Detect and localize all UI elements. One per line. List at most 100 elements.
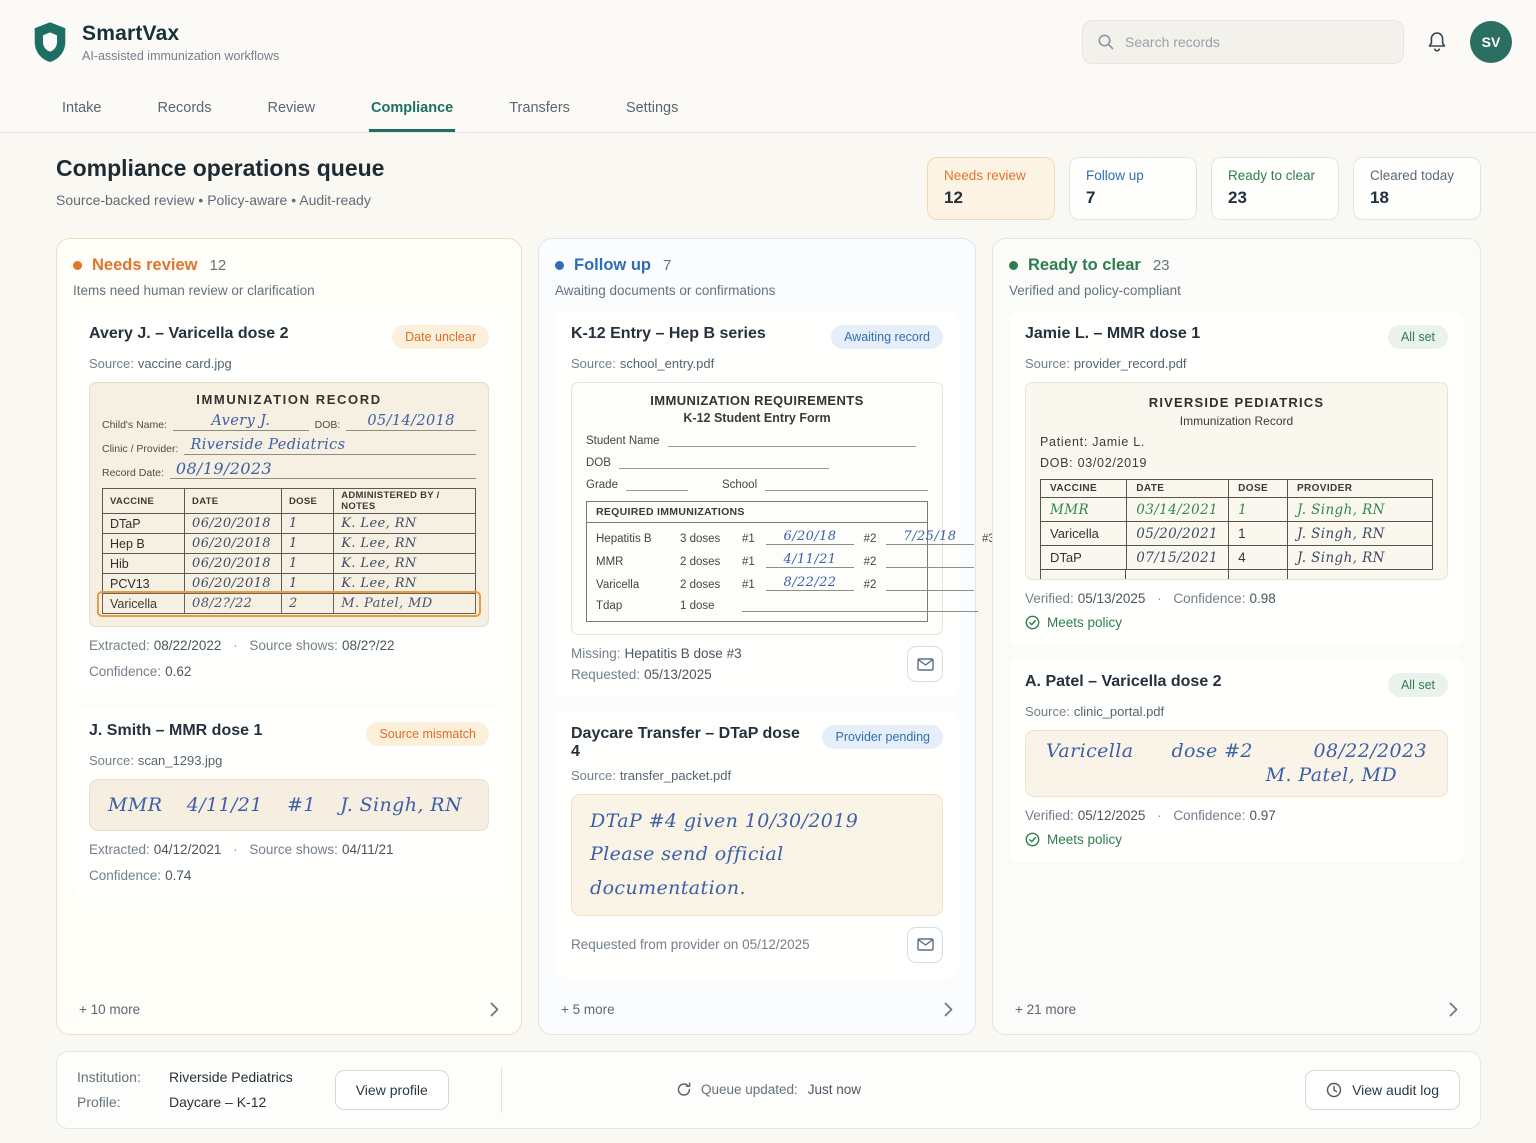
column-title: Ready to clear [1028, 256, 1141, 274]
queue-card-jsmith[interactable]: J. Smith – MMR dose 1 Source mismatch So… [73, 708, 505, 898]
column-count: 7 [662, 257, 672, 274]
chevron-right-icon [490, 1002, 499, 1017]
queue-updated-status: Queue updated: Just now [676, 1082, 861, 1097]
more-items-needs-review[interactable]: + 10 more [73, 992, 505, 1021]
top-bar: SmartVax AI-assisted immunization workfl… [0, 0, 1536, 84]
handwritten-note: DTaP #4 given 10/30/2019 Please send off… [571, 794, 943, 916]
clock-icon [1326, 1082, 1342, 1098]
cut-off-table-edge [1040, 570, 1433, 579]
search-icon [1097, 33, 1115, 51]
handwritten-strip: MMR 4/11/21 #1 J. Singh, RN [89, 779, 489, 831]
card-title: Daycare Transfer – DTaP dose 4 [571, 725, 800, 760]
page-subtitle: Source-backed review • Policy-aware • Au… [56, 192, 371, 208]
refresh-icon [676, 1082, 691, 1097]
handwritten-note: Varicella dose #2 08/22/2023 M. Patel, M… [1025, 730, 1448, 797]
view-profile-button[interactable]: View profile [334, 1069, 449, 1110]
stat-needs-review[interactable]: Needs review 12 [927, 157, 1055, 220]
stat-value: 12 [944, 188, 963, 207]
check-circle-icon [1025, 615, 1040, 630]
send-email-button[interactable] [907, 646, 943, 682]
column-subtitle: Items need human review or clarification [73, 283, 315, 298]
queue-card-avery[interactable]: Avery J. – Varicella dose 2 Date unclear… [73, 311, 505, 694]
stat-label: Needs review [944, 168, 1026, 183]
confidence-meta: Confidence: 0.62 [89, 664, 192, 679]
column-ready-to-clear: Ready to clear 23 Verified and policy-co… [992, 238, 1481, 1035]
tab-intake[interactable]: Intake [62, 100, 102, 116]
stat-label: Follow up [1086, 168, 1144, 183]
verification-meta: Verified: 05/12/2025 · Confidence: 0.97 [1025, 808, 1276, 823]
doc-title: IMMUNIZATION REQUIREMENTS [650, 393, 864, 408]
tab-records[interactable]: Records [157, 100, 212, 116]
immunization-record-facsimile: IMMUNIZATION RECORD Child's Name: Avery … [89, 382, 489, 627]
status-badge: Provider pending [822, 725, 943, 749]
stat-follow-up[interactable]: Follow up 7 [1069, 157, 1197, 220]
send-email-button[interactable] [907, 926, 943, 963]
tab-settings[interactable]: Settings [625, 100, 679, 116]
extraction-meta: Extracted: 04/12/2021 · Source shows: 04/1… [89, 842, 394, 857]
search-input[interactable] [1125, 34, 1389, 50]
app-name: SmartVax [82, 21, 180, 45]
stat-ready-to-clear[interactable]: Ready to clear 23 [1211, 157, 1339, 220]
source-row: Source: transfer_packet.pdf [571, 768, 732, 783]
status-badge: Source mismatch [366, 722, 489, 746]
status-badge: All set [1387, 325, 1448, 349]
source-row: Source: vaccine card.jpg [89, 356, 232, 371]
confidence-meta: Confidence: 0.74 [89, 868, 192, 883]
card-title: Jamie L. – MMR dose 1 [1025, 325, 1201, 342]
search-box[interactable] [1082, 20, 1404, 64]
queue-card-apatel[interactable]: A. Patel – Varicella dose 2 All set Sour… [1009, 659, 1464, 862]
avatar[interactable]: SV [1470, 21, 1512, 63]
card-title: Avery J. – Varicella dose 2 [89, 325, 289, 342]
tab-review[interactable]: Review [267, 100, 316, 116]
app-tagline: AI-assisted immunization workflows [82, 48, 280, 63]
stats-row: Needs review 12 Follow up 7 Ready to cle… [927, 157, 1481, 220]
more-items-ready-to-clear[interactable]: + 21 more [1009, 992, 1464, 1021]
doc-title: IMMUNIZATION RECORD [196, 392, 382, 407]
requested-meta: Requested from provider on 05/12/2025 [571, 937, 810, 953]
source-row: Source: scan_1293.jpg [89, 753, 223, 768]
card-title: K-12 Entry – Hep B series [571, 325, 766, 342]
extraction-meta: Extracted: 08/22/2022 · Source shows: 08/2… [89, 638, 395, 653]
queue-card-jamie[interactable]: Jamie L. – MMR dose 1 All set Source: pro… [1009, 311, 1464, 645]
queue-card-k12-entry[interactable]: K-12 Entry – Hep B series Awaiting recor… [555, 311, 995, 697]
status-dot [1009, 261, 1018, 270]
column-needs-review: Needs review 12 Items need human review … [56, 238, 522, 1035]
status-badge: Date unclear [392, 325, 489, 349]
source-row: Source: provider_record.pdf [1025, 356, 1187, 371]
stat-value: 18 [1370, 188, 1389, 207]
tab-compliance[interactable]: Compliance [369, 84, 456, 132]
stat-label: Ready to clear [1228, 168, 1316, 183]
doc-title: RIVERSIDE PEDIATRICS [1148, 395, 1325, 410]
source-row: Source: clinic_portal.pdf [1025, 704, 1165, 719]
verification-meta: Verified: 05/13/2025 · Confidence: 0.98 [1025, 591, 1276, 606]
status-badge: Awaiting record [831, 325, 943, 349]
column-count: 23 [1152, 257, 1170, 274]
chevron-right-icon [944, 1002, 953, 1017]
page-title: Compliance operations queue [56, 155, 385, 181]
stat-value: 7 [1086, 188, 1096, 207]
brand: SmartVax AI-assisted immunization workfl… [32, 21, 279, 63]
view-audit-log-button[interactable]: View audit log [1305, 1069, 1460, 1110]
envelope-icon [916, 938, 934, 951]
footer-divider [500, 1066, 502, 1113]
status-dot [73, 261, 82, 270]
meets-policy-row: Meets policy [1025, 832, 1448, 847]
status-badge: All set [1387, 673, 1448, 697]
card-title: J. Smith – MMR dose 1 [89, 722, 263, 739]
doc-subtitle: Immunization Record [1179, 414, 1294, 428]
stat-value: 23 [1228, 188, 1247, 207]
meets-policy-row: Meets policy [1025, 615, 1448, 630]
missing-requested-meta: Missing: Hepatitis B dose #3 Requested: 05… [571, 646, 742, 682]
k12-entry-form-facsimile: IMMUNIZATION REQUIREMENTS K-12 Student E… [571, 382, 995, 635]
more-items-follow-up[interactable]: + 5 more [555, 992, 959, 1021]
column-subtitle: Awaiting documents or confirmations [555, 283, 776, 298]
column-follow-up: Follow up 7 Awaiting documents or confir… [538, 238, 995, 1035]
shield-logo-icon [32, 21, 68, 63]
check-circle-icon [1025, 832, 1040, 847]
column-count: 12 [209, 257, 227, 274]
tab-transfers[interactable]: Transfers [509, 100, 570, 116]
notification-bell-icon[interactable] [1426, 30, 1448, 54]
queue-card-daycare-transfer[interactable]: Daycare Transfer – DTaP dose 4 Provider … [555, 711, 959, 978]
stat-cleared-today[interactable]: Cleared today 18 [1353, 157, 1481, 220]
institution-info: Institution: Riverside Pediatrics Profil… [77, 1069, 293, 1111]
